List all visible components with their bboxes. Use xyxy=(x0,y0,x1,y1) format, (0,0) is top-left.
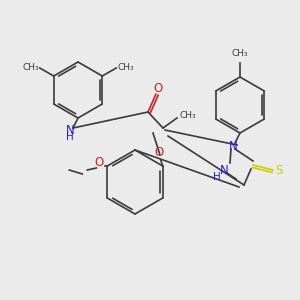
Text: N: N xyxy=(220,164,228,178)
Text: CH₃: CH₃ xyxy=(180,110,196,119)
Text: H: H xyxy=(213,172,221,182)
Text: O: O xyxy=(95,157,104,169)
Text: CH₃: CH₃ xyxy=(232,49,248,58)
Text: CH₃: CH₃ xyxy=(22,64,39,73)
Text: H: H xyxy=(66,132,74,142)
Text: CH₃: CH₃ xyxy=(117,64,134,73)
Text: S: S xyxy=(275,164,283,176)
Text: O: O xyxy=(153,82,163,95)
Text: N: N xyxy=(229,140,237,154)
Text: O: O xyxy=(154,146,163,160)
Text: N: N xyxy=(66,124,74,136)
